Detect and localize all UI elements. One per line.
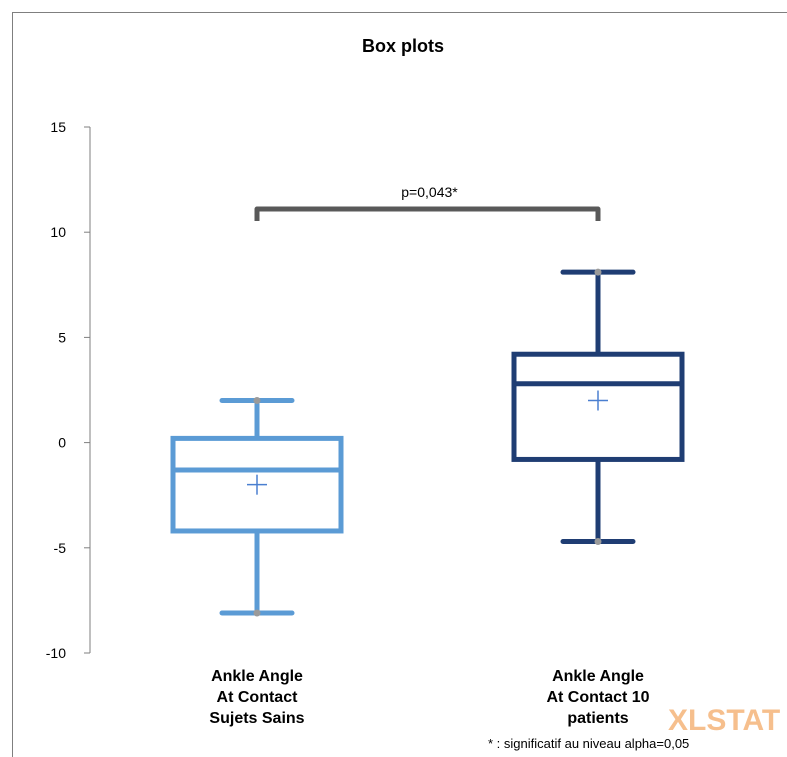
y-tick-label: 15 [50,119,66,135]
y-tick-label: 5 [58,329,66,345]
category-label-line: At Contact 10 [546,689,649,706]
y-tick-label: 10 [50,224,66,240]
iqr-box [170,435,344,534]
y-tick-label: 0 [58,435,66,451]
category-label-line: At Contact [217,689,299,706]
max-point [594,268,602,276]
bracket-line [254,206,601,222]
category-labels: Ankle Angle At Contact Sujets Sains Ankle A… [209,668,649,727]
category-label-line: Sujets Sains [209,710,304,727]
box-2 [511,268,685,545]
chart-frame [12,12,787,757]
y-tick-label: -5 [54,540,67,556]
category-label-line: Ankle Angle [552,668,644,685]
chart-title: Box plots [362,36,444,56]
footnote: * : significatif au niveau alpha=0,05 [488,736,689,751]
category-label-line: patients [567,710,628,727]
box-1 [170,397,344,617]
min-point [594,537,602,545]
significance-label: p=0,043* [401,184,458,200]
category-label-line: Ankle Angle [211,668,303,685]
significance-bracket [254,206,601,222]
box-series [170,268,685,617]
y-ticks: 15 10 5 0 -5 -10 [46,119,90,661]
y-tick-label: -10 [46,645,66,661]
max-point [253,397,261,405]
iqr-box [511,351,685,462]
min-point [253,609,261,617]
xlstat-watermark: XLSTAT [668,704,780,737]
